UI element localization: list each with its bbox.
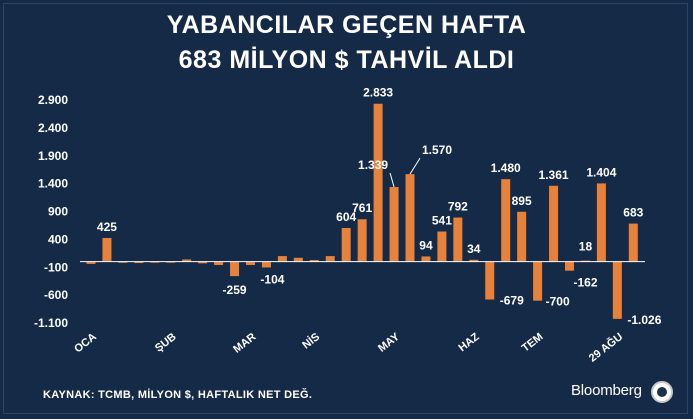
bar xyxy=(214,261,224,266)
data-label: 18 xyxy=(579,240,593,254)
y-tick-label: -600 xyxy=(44,288,68,302)
data-label: -104 xyxy=(260,272,284,286)
y-tick-label: 900 xyxy=(48,205,68,219)
data-label: -162 xyxy=(574,276,598,290)
x-tick-label: ŞUB xyxy=(153,331,179,355)
bar xyxy=(293,257,303,262)
bar xyxy=(198,261,208,264)
bar xyxy=(118,261,128,263)
data-label: -259 xyxy=(223,283,247,297)
bar xyxy=(612,261,622,319)
bloomberg-logo-text: Bloomberg xyxy=(571,382,642,399)
bar xyxy=(421,256,431,262)
bar xyxy=(469,259,479,262)
bar xyxy=(580,260,590,262)
seal-icon xyxy=(651,381,673,403)
bar xyxy=(628,223,638,262)
bar xyxy=(309,260,319,262)
y-tick-label: 400 xyxy=(48,232,68,246)
y-tick-label: 1.900 xyxy=(38,149,68,163)
bar xyxy=(565,261,574,271)
data-label: -679 xyxy=(500,294,524,308)
y-tick-label: -100 xyxy=(44,260,68,274)
chart-title-line1: YABANCILAR GEÇEN HAFTA xyxy=(166,11,527,39)
bar xyxy=(325,256,335,262)
bar xyxy=(86,261,96,264)
chart-frame xyxy=(3,3,688,414)
data-label: 604 xyxy=(336,210,356,224)
data-label: 541 xyxy=(432,214,452,228)
data-label: -1.026 xyxy=(627,313,661,327)
data-label: 1.361 xyxy=(539,168,569,182)
bar xyxy=(373,103,383,262)
label-leader-line xyxy=(389,172,395,188)
bar xyxy=(182,259,192,262)
data-label: 34 xyxy=(467,242,481,256)
x-tick-label: NİS xyxy=(300,330,322,352)
data-label: 1.480 xyxy=(491,161,521,175)
data-label: 683 xyxy=(623,206,643,220)
bar xyxy=(549,185,559,262)
data-label: 94 xyxy=(419,238,433,252)
data-label: 1.570 xyxy=(422,143,452,157)
bar xyxy=(246,261,255,266)
y-tick-label: 1.400 xyxy=(38,177,68,191)
bar xyxy=(501,179,511,262)
data-label: 761 xyxy=(352,201,372,215)
bar xyxy=(102,237,112,262)
chart-title-line2: 683 MİLYON $ TAHVİL ALDI xyxy=(178,46,515,74)
bar xyxy=(277,256,287,262)
bar xyxy=(261,261,271,268)
label-leader-line xyxy=(409,157,421,175)
bar xyxy=(405,174,415,262)
data-label: 895 xyxy=(512,194,532,208)
x-tick-label: MAR xyxy=(231,331,258,356)
bar xyxy=(389,187,399,262)
bar xyxy=(533,261,543,301)
x-tick-label: HAZ xyxy=(456,331,481,355)
data-label: 2.833 xyxy=(363,86,393,100)
data-label: 1.339 xyxy=(358,158,388,172)
data-label: -700 xyxy=(546,295,570,309)
data-label: 1.404 xyxy=(586,165,616,179)
x-tick-label: TEM xyxy=(520,331,546,355)
bar xyxy=(596,183,606,262)
y-tick-label: -1.100 xyxy=(34,316,68,330)
bar xyxy=(230,261,240,277)
y-tick-label: 2.900 xyxy=(38,93,68,107)
bar xyxy=(357,219,367,262)
y-tick-label: 2.400 xyxy=(38,121,68,135)
bar xyxy=(517,211,527,262)
bar xyxy=(134,261,144,264)
x-tick-label: 29 AĞU xyxy=(586,330,625,364)
bar xyxy=(341,228,351,262)
x-tick-label: OCA xyxy=(72,331,99,356)
bar xyxy=(453,217,463,262)
source-note: KAYNAK: TCMB, MİLYON $, HAFTALIK NET DEĞ… xyxy=(43,389,313,401)
bar xyxy=(485,261,495,300)
x-tick-label: MAY xyxy=(376,331,402,355)
data-label: 792 xyxy=(448,200,468,214)
data-label: 425 xyxy=(97,220,117,234)
bar xyxy=(437,231,447,262)
